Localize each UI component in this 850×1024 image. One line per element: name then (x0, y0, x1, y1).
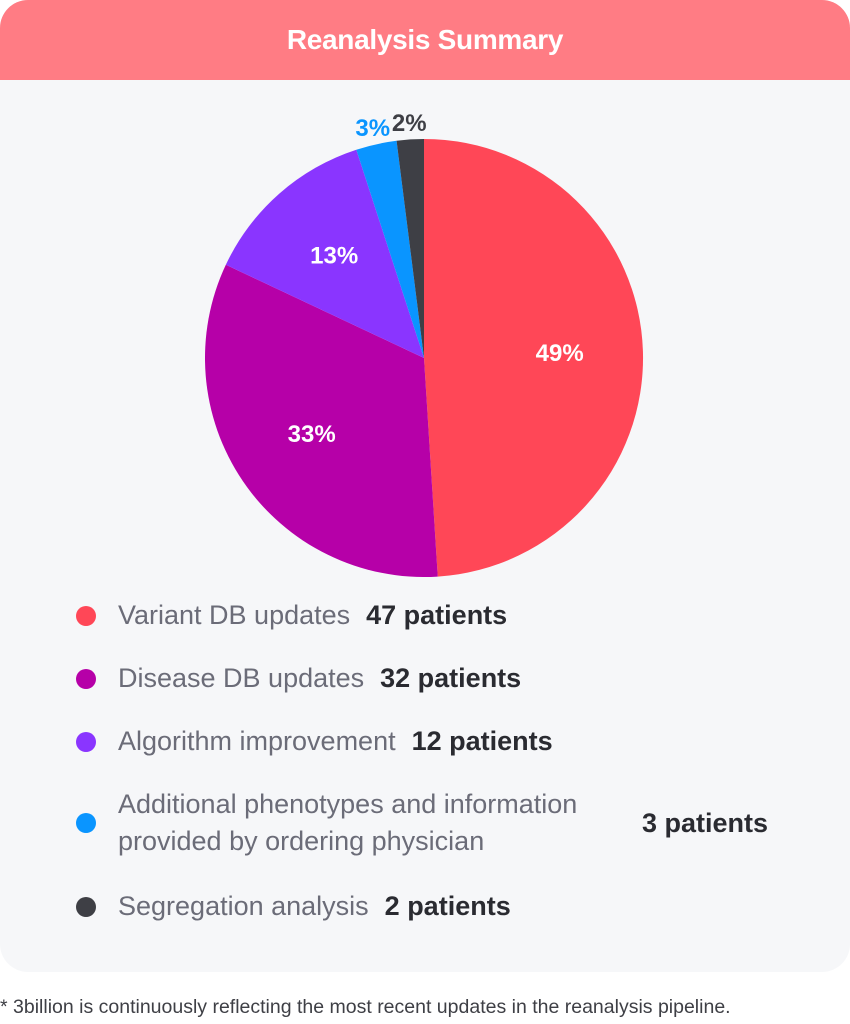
pie-data-label: 3% (355, 115, 390, 142)
legend-label: Additional phenotypes and information pr… (118, 789, 578, 856)
legend-count: 12 patients (411, 726, 553, 756)
legend-label: Variant DB updates (118, 600, 351, 630)
legend-label: Segregation analysis (118, 891, 369, 921)
legend-item: Segregation analysis 2 patients (76, 888, 836, 925)
pie-slice (356, 140, 424, 358)
legend-dot (76, 731, 96, 752)
pie-data-label: 49% (536, 340, 584, 367)
legend-count: 32 patients (380, 663, 522, 693)
pie-data-label: 33% (288, 421, 336, 448)
legend-count: 2 patients (384, 891, 511, 921)
chart-title: Reanalysis Summary (286, 24, 564, 55)
legend-dot (76, 813, 96, 833)
legend-label: Algorithm improvement (118, 726, 396, 756)
card-header: Reanalysis Summary (0, 0, 850, 80)
pie-slice (396, 139, 424, 358)
legend-item: Additional phenotypes and information pr… (76, 786, 836, 860)
legend-dot (76, 605, 96, 626)
legend: Variant DB updates 47 patients Disease D… (76, 597, 836, 951)
pie-slice (424, 139, 644, 577)
legend-dot (76, 668, 96, 689)
summary-card: Reanalysis Summary 49% 33% 13% 3% 2% Variant… (0, 0, 850, 951)
legend-count: 47 patients (366, 600, 508, 630)
pie-chart: 49% 33% 13% 3% 2% (204, 110, 644, 578)
legend-item: Disease DB updates 32 patients (76, 660, 836, 697)
pie-labels: 49% 33% 13% 3% 2% (288, 110, 584, 448)
pie-data-label: 13% (310, 243, 358, 270)
legend-count: 3 patients (642, 807, 769, 838)
legend-item: Algorithm improvement 12 patients (76, 723, 836, 760)
pie-slice (204, 264, 438, 578)
pie-slices (204, 139, 644, 578)
footnote: * 3billion is continuously reflecting th… (0, 996, 731, 1018)
pie-data-label: 2% (392, 110, 427, 137)
legend-label: Disease DB updates (118, 663, 365, 693)
legend-item: Variant DB updates 47 patients (76, 597, 836, 634)
legend-dot (76, 896, 96, 917)
pie-slice (225, 149, 424, 358)
